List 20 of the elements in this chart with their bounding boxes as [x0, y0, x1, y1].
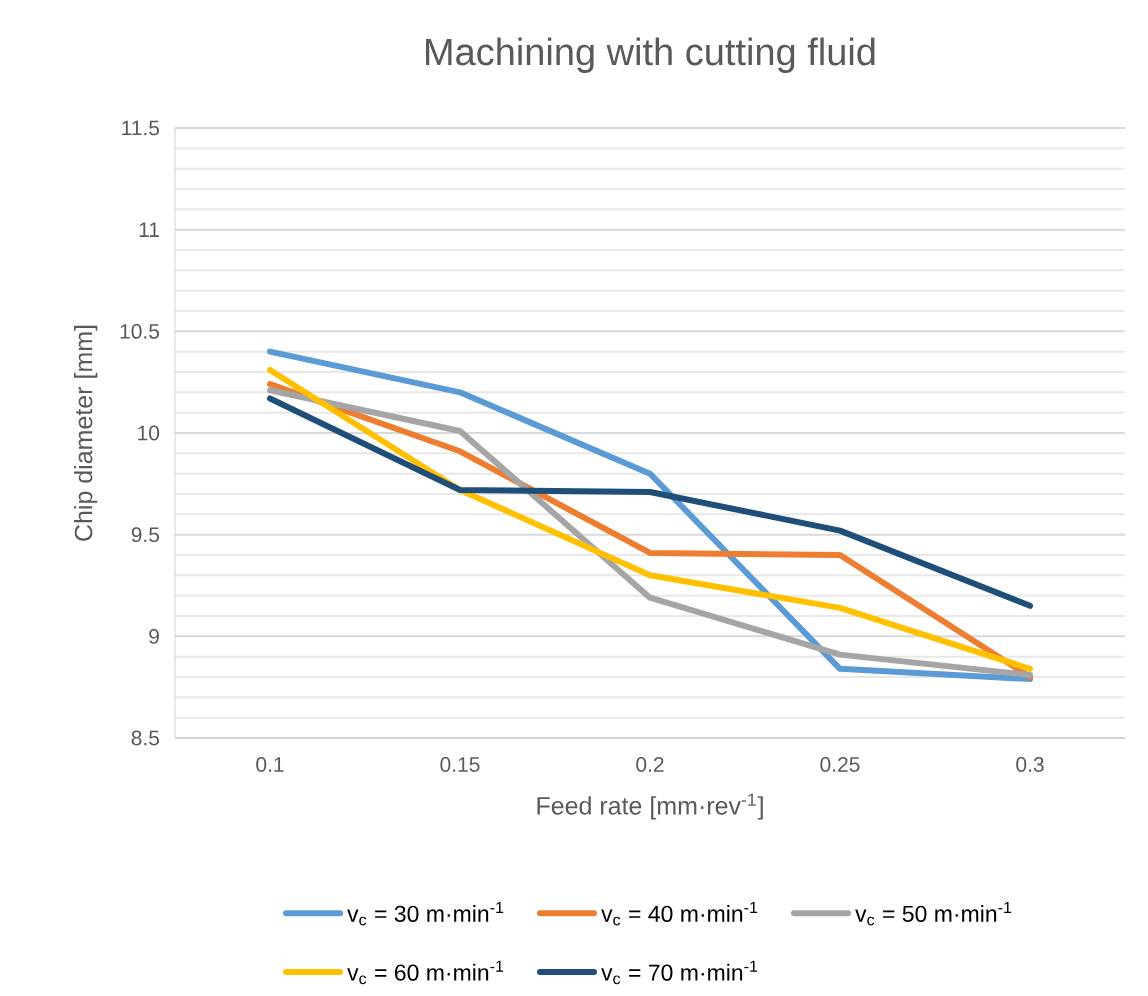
x-tick-label: 0.3: [1016, 757, 1044, 772]
x-tick-label: 0.15: [440, 757, 480, 772]
x-tick-label: 0.25: [820, 757, 860, 772]
legend-label: v$_{c}$ = 50 m·min$^{-1}$: [855, 901, 1012, 926]
legend-label: v$_{c}$ = 70 m·min$^{-1}$: [601, 960, 758, 985]
legend-label: v$_{c}$ = 60 m·min$^{-1}$: [347, 960, 504, 985]
y-tick-label: 11.5: [122, 120, 160, 136]
x-axis-title: Feed rate [mm·rev$^{-1}$]: [537, 793, 763, 820]
x-tick-label: 0.1: [256, 757, 284, 772]
y-tick-label: 8.5: [131, 730, 160, 746]
y-tick-label: 10: [138, 425, 160, 441]
legend-label: v$_{c}$ = 30 m·min$^{-1}$: [347, 901, 504, 926]
y-tick-label: 9.5: [131, 527, 160, 543]
legend-label: v$_{c}$ = 40 m·min$^{-1}$: [601, 901, 758, 926]
y-tick-label: 11: [139, 222, 159, 237]
x-tick-label: 0.2: [636, 757, 664, 772]
y-axis-title: Chip diameter [mm]: [74, 325, 98, 541]
y-tick-label: 9: [149, 628, 159, 644]
chart-title: Machining with cutting fluid: [426, 37, 875, 73]
y-tick-label: 10.5: [120, 323, 160, 339]
